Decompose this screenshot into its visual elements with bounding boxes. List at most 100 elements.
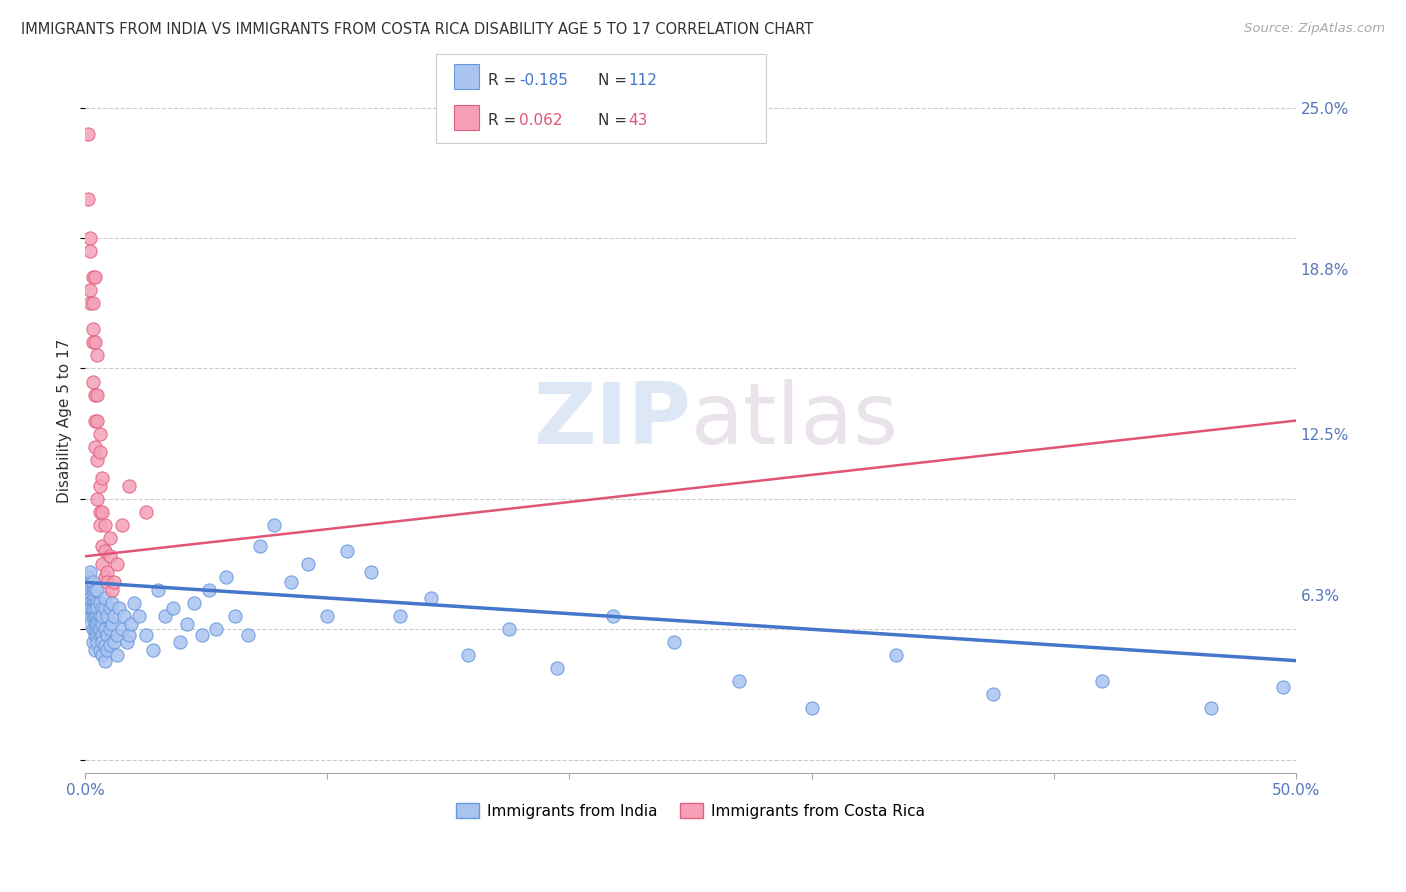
Point bbox=[84, 335, 107, 350]
Point bbox=[86, 583, 108, 598]
Text: ZIP: ZIP bbox=[533, 379, 690, 462]
Point bbox=[105, 648, 128, 663]
Point bbox=[82, 375, 104, 389]
Point bbox=[91, 635, 114, 649]
Point bbox=[546, 661, 568, 675]
Point bbox=[336, 544, 359, 558]
Point bbox=[360, 565, 382, 579]
Point bbox=[142, 643, 165, 657]
Text: N =: N = bbox=[598, 73, 631, 88]
Point bbox=[93, 638, 115, 652]
Point bbox=[1199, 700, 1222, 714]
Point bbox=[91, 648, 114, 663]
Point bbox=[82, 583, 104, 598]
Point bbox=[82, 604, 104, 618]
Point bbox=[249, 539, 271, 553]
Point bbox=[84, 622, 107, 636]
Point bbox=[135, 627, 157, 641]
Point bbox=[198, 583, 221, 598]
Point bbox=[82, 270, 104, 285]
Point bbox=[190, 627, 212, 641]
Point bbox=[457, 648, 479, 663]
Point bbox=[89, 426, 111, 441]
Text: R =: R = bbox=[488, 113, 522, 128]
Point bbox=[96, 609, 118, 624]
Point bbox=[79, 231, 101, 245]
Point bbox=[96, 643, 118, 657]
Point bbox=[84, 609, 107, 624]
Point bbox=[79, 601, 101, 615]
Point bbox=[82, 609, 104, 624]
Point bbox=[103, 609, 125, 624]
Point bbox=[183, 596, 205, 610]
Point bbox=[93, 601, 115, 615]
Point bbox=[105, 557, 128, 571]
Point bbox=[76, 583, 98, 598]
Point bbox=[96, 627, 118, 641]
Point bbox=[316, 609, 339, 624]
Point bbox=[76, 192, 98, 206]
Point bbox=[280, 575, 302, 590]
Point bbox=[176, 617, 198, 632]
Point bbox=[89, 596, 111, 610]
Point bbox=[79, 296, 101, 310]
Point bbox=[86, 387, 108, 401]
Point bbox=[215, 570, 238, 584]
Point bbox=[389, 609, 412, 624]
Text: Source: ZipAtlas.com: Source: ZipAtlas.com bbox=[1244, 22, 1385, 36]
Point bbox=[122, 596, 145, 610]
Text: N =: N = bbox=[598, 113, 631, 128]
Point bbox=[728, 674, 751, 689]
Point bbox=[84, 440, 107, 454]
Point bbox=[84, 617, 107, 632]
Point bbox=[498, 622, 520, 636]
Point bbox=[98, 549, 121, 564]
Text: R =: R = bbox=[488, 73, 522, 88]
Point bbox=[662, 635, 685, 649]
Point bbox=[86, 414, 108, 428]
Point bbox=[86, 609, 108, 624]
Point bbox=[115, 635, 138, 649]
Point bbox=[981, 688, 1004, 702]
Point bbox=[82, 601, 104, 615]
Point bbox=[101, 596, 124, 610]
Text: 0.062: 0.062 bbox=[519, 113, 562, 128]
Point bbox=[120, 617, 142, 632]
Point bbox=[108, 601, 131, 615]
Point bbox=[82, 335, 104, 350]
Point bbox=[98, 622, 121, 636]
Point bbox=[79, 601, 101, 615]
Point bbox=[86, 601, 108, 615]
Point bbox=[84, 627, 107, 641]
Text: IMMIGRANTS FROM INDIA VS IMMIGRANTS FROM COSTA RICA DISABILITY AGE 5 TO 17 CORRE: IMMIGRANTS FROM INDIA VS IMMIGRANTS FROM… bbox=[21, 22, 813, 37]
Point bbox=[89, 643, 111, 657]
Point bbox=[98, 531, 121, 545]
Point bbox=[111, 518, 134, 533]
Point bbox=[84, 270, 107, 285]
Point bbox=[93, 591, 115, 605]
Point bbox=[602, 609, 624, 624]
Text: -0.185: -0.185 bbox=[519, 73, 568, 88]
Point bbox=[79, 244, 101, 258]
Point bbox=[79, 565, 101, 579]
Point bbox=[82, 296, 104, 310]
Point bbox=[89, 617, 111, 632]
Point bbox=[89, 518, 111, 533]
Point bbox=[91, 505, 114, 519]
Point bbox=[84, 609, 107, 624]
Point bbox=[82, 622, 104, 636]
Point bbox=[101, 617, 124, 632]
Y-axis label: Disability Age 5 to 17: Disability Age 5 to 17 bbox=[58, 338, 72, 503]
Legend: Immigrants from India, Immigrants from Costa Rica: Immigrants from India, Immigrants from C… bbox=[450, 797, 931, 825]
Point bbox=[82, 575, 104, 590]
Point bbox=[89, 622, 111, 636]
Point bbox=[89, 445, 111, 459]
Point bbox=[103, 575, 125, 590]
Point bbox=[96, 575, 118, 590]
Point bbox=[86, 491, 108, 506]
Point bbox=[91, 471, 114, 485]
Point bbox=[155, 609, 177, 624]
Point bbox=[297, 557, 319, 571]
Point bbox=[224, 609, 246, 624]
Point bbox=[118, 627, 141, 641]
